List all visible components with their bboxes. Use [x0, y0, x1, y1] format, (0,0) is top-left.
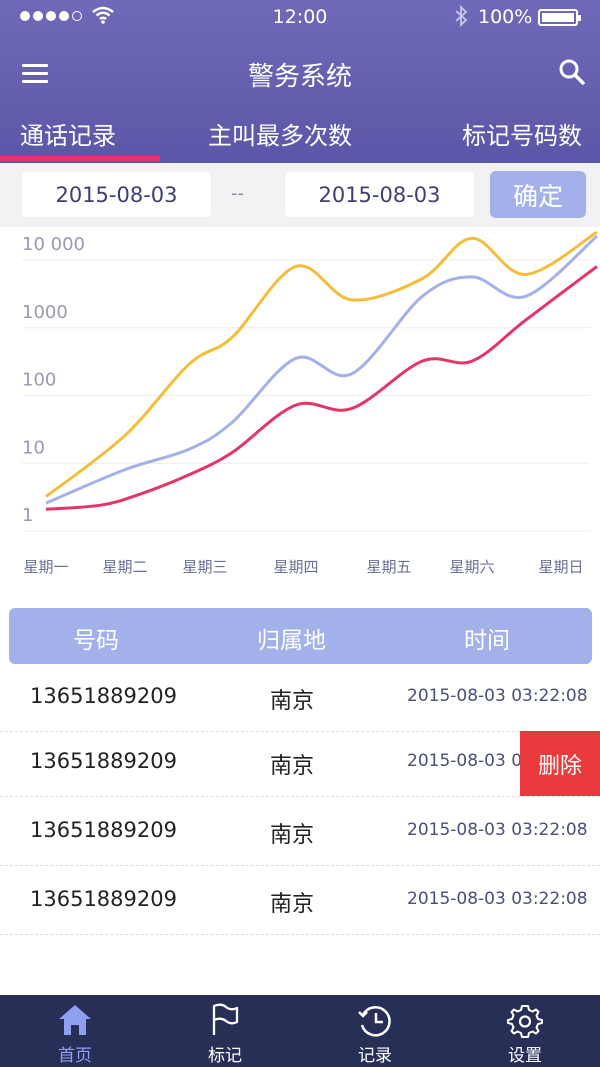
column-header-location: 归属地	[257, 628, 326, 654]
status-time: 12:00	[272, 6, 328, 28]
gear-icon	[507, 1005, 543, 1038]
signal-icon	[20, 11, 82, 21]
active-tab-indicator	[0, 156, 160, 161]
nav-item-mark[interactable]: 标记	[150, 995, 300, 1067]
call-time: 2015-08-03 03:22:08	[407, 820, 588, 840]
date-separator: --	[231, 183, 244, 204]
x-tick-label: 星期二	[102, 558, 147, 576]
tab-bar: 通话记录 主叫最多次数 标记号码数	[0, 108, 600, 163]
y-tick-label: 1000	[22, 302, 68, 323]
battery-icon	[538, 9, 581, 26]
table-row[interactable]: 13651889209 南京 2015-08-03 03:22:08	[0, 800, 600, 866]
nav-label-mark: 标记	[208, 1046, 242, 1066]
call-time: 2015-08-03 03:22:08	[407, 686, 588, 706]
bottom-nav: 首页 标记 记录 设置	[0, 995, 600, 1067]
x-tick-label: 星期四	[273, 558, 318, 576]
bluetooth-icon	[455, 5, 468, 27]
y-tick-label: 10 000	[22, 234, 85, 255]
column-header-time: 时间	[464, 628, 510, 654]
start-date-input[interactable]	[22, 172, 211, 217]
flag-icon	[212, 1003, 239, 1035]
status-bar: 12:00 100%	[0, 0, 600, 34]
wifi-icon	[92, 6, 114, 24]
y-tick-label: 100	[22, 370, 56, 391]
confirm-button[interactable]: 确定	[490, 171, 586, 218]
home-icon	[59, 1005, 91, 1035]
nav-item-records[interactable]: 记录	[300, 995, 450, 1067]
call-volume-chart: 1 10 100 1000 10 000 星期一 星期二 星期三 星期四 星期五 星期六 星期日	[22, 230, 598, 576]
nav-label-home: 首页	[58, 1046, 92, 1066]
location: 南京	[270, 823, 315, 848]
history-icon	[358, 1006, 391, 1037]
column-header-number: 号码	[73, 628, 119, 654]
location: 南京	[270, 892, 315, 917]
table-row[interactable]: 13651889209 南京 2015-08-03 03:22:08	[0, 869, 600, 935]
tab-marked-numbers[interactable]: 标记号码数	[462, 122, 582, 150]
y-tick-label: 1	[22, 505, 33, 526]
nav-item-home[interactable]: 首页	[0, 995, 150, 1067]
end-date-input[interactable]	[285, 172, 474, 217]
delete-button[interactable]: 删除	[520, 731, 600, 796]
menu-icon[interactable]	[22, 64, 48, 84]
call-time: 2015-08-03 03:22:08	[407, 889, 588, 909]
tab-call-records[interactable]: 通话记录	[20, 122, 116, 150]
y-tick-label: 10	[22, 437, 45, 458]
nav-label-settings: 设置	[508, 1046, 542, 1066]
table-row[interactable]: 13651889209 南京 2015-08-03 03:22:08 删除	[0, 731, 600, 797]
series-line-2	[45, 265, 598, 511]
phone-number: 13651889209	[30, 684, 177, 708]
battery-percent: 100%	[478, 6, 533, 28]
table-row[interactable]: 13651889209 南京 2015-08-03 03:22:08	[0, 666, 600, 732]
page-title: 警务系统	[247, 62, 352, 92]
location: 南京	[270, 754, 315, 779]
nav-item-settings[interactable]: 设置	[450, 995, 600, 1067]
x-tick-label: 星期三	[182, 558, 227, 576]
series-line-0	[45, 230, 598, 498]
nav-label-records: 记录	[358, 1046, 392, 1066]
series-line-1	[45, 234, 598, 505]
x-tick-label: 星期五	[366, 558, 411, 576]
phone-number: 13651889209	[30, 749, 177, 773]
phone-number: 13651889209	[30, 818, 177, 842]
x-tick-label: 星期六	[449, 558, 494, 576]
table-header: 号码 归属地 时间	[9, 608, 592, 664]
phone-number: 13651889209	[30, 887, 177, 911]
search-icon[interactable]	[558, 58, 586, 86]
x-tick-label: 星期一	[23, 558, 68, 576]
location: 南京	[270, 689, 315, 714]
x-tick-label: 星期日	[538, 558, 583, 576]
date-filter-bar: -- 确定	[0, 163, 600, 227]
tab-top-callers[interactable]: 主叫最多次数	[208, 122, 352, 150]
app-header: 12:00 100% 警务系统 通话记录 主叫最多次数 标记号码数	[0, 0, 600, 163]
